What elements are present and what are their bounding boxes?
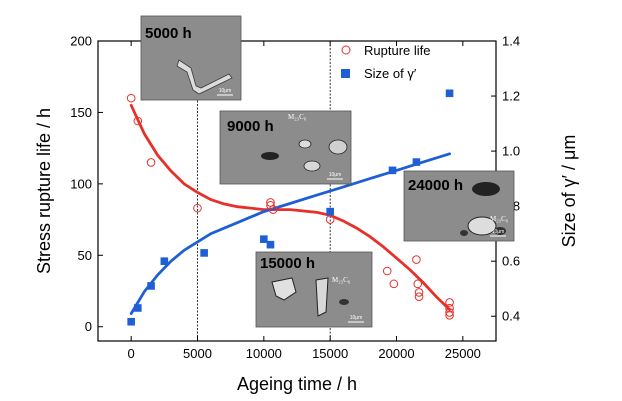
x-tick-label: 10000: [246, 346, 282, 361]
inset-annotation: M₂₃C₆: [288, 113, 307, 121]
rupture-life-point: [445, 310, 454, 320]
scale-bar-label: 10μm: [219, 88, 232, 94]
precipitate-shape: [315, 277, 329, 317]
size-point: [326, 207, 334, 216]
scale-bar-label: 10μm: [492, 229, 505, 235]
rupture-life-fit-line: [129, 103, 451, 311]
size-point: [388, 166, 397, 175]
y-right-tick-label: 1.4: [502, 34, 520, 49]
size-fit-line: [129, 152, 451, 315]
precipitate-shape: [472, 182, 500, 196]
micrograph-inset: 10μm M₂₃C₆ 24000 h: [403, 170, 515, 242]
micrograph-inset: 10μm M₂₃C₆ 15000 h: [255, 251, 373, 328]
inset-time-label: 15000 h: [260, 255, 315, 272]
legend-label-size: Size of γ′: [364, 66, 417, 81]
micrograph-inset: 10μm 5000 h: [140, 15, 242, 101]
size-point: [147, 282, 155, 290]
precipitate-shape: [467, 216, 497, 236]
size-point: [260, 235, 268, 243]
rupture-life-point: [389, 279, 399, 289]
micrograph-insets: 10μm 5000 h 10μm M₂₃C₆ 9000 h 10μm M₂₃C₆ 24000 …: [140, 15, 515, 328]
precipitate-shape: [328, 139, 348, 155]
rupture-life-point: [133, 116, 143, 126]
y-left-tick-label: 150: [70, 105, 92, 120]
precipitate-shape: [303, 160, 321, 172]
rupture-life-point: [413, 279, 423, 289]
rupture-life-point: [193, 203, 202, 213]
precipitate-shape: [494, 227, 506, 235]
y-left-axis-title: Stress rupture life / h: [34, 108, 54, 274]
rupture-life-point: [414, 288, 424, 297]
data-marks: [126, 89, 454, 326]
x-tick-label: 25000: [445, 346, 481, 361]
inset-annotation: M₂₃C₆: [332, 276, 351, 284]
inset-time-label: 5000 h: [145, 25, 192, 42]
y-left-tick-label: 100: [70, 176, 92, 191]
micrograph-inset: 10μm M₂₃C₆ 9000 h: [219, 110, 352, 185]
rupture-life-point: [382, 266, 392, 276]
micrograph-background: [140, 15, 242, 101]
precipitate-shape: [261, 152, 279, 160]
size-point: [160, 257, 169, 265]
y-left-tick-label: 50: [78, 248, 92, 263]
x-tick-label: 15000: [312, 346, 348, 361]
y-right-axis-title: Size of γ′ / μm: [559, 135, 579, 248]
size-point: [200, 249, 208, 257]
y-left-tick-label: 0: [85, 319, 92, 334]
legend-marker-rupture-life: [341, 45, 351, 55]
x-axis-title: Ageing time / h: [237, 374, 357, 394]
rupture-life-point: [414, 292, 424, 302]
rupture-life-point: [146, 158, 156, 167]
y-left-tick-label: 200: [70, 34, 92, 49]
fit-curves: [129, 103, 451, 315]
size-point: [445, 89, 454, 98]
scale-bar-label: 10μm: [350, 315, 363, 321]
inset-time-label: 9000 h: [227, 118, 274, 135]
precipitate-shape: [460, 230, 468, 236]
rupture-life-point: [412, 255, 421, 264]
legend: Rupture life Size of γ′: [341, 43, 430, 81]
size-point: [134, 304, 142, 312]
inset-annotation: M₂₃C₆: [490, 215, 509, 223]
scale-bar-label: 10μm: [329, 172, 342, 178]
x-tick-label: 0: [128, 346, 135, 361]
y-right-tick-label: 1.2: [502, 89, 520, 104]
precipitate-shape: [339, 299, 349, 305]
rupture-life-point: [445, 298, 454, 307]
precipitate-shape: [298, 139, 312, 149]
precipitate-shape: [176, 59, 233, 95]
rupture-life-point: [325, 215, 335, 224]
x-tick-label: 20000: [378, 346, 414, 361]
legend-marker-size: [341, 69, 350, 78]
x-tick-label: 5000: [183, 346, 212, 361]
rupture-life-point: [126, 93, 136, 103]
size-point: [412, 158, 421, 166]
legend-label-rupture-life: Rupture life: [364, 43, 430, 58]
inset-time-label: 24000 h: [408, 177, 463, 194]
y-right-tick-label: 0.6: [502, 254, 520, 269]
rupture-life-point: [266, 200, 275, 210]
precipitate-shape: [271, 277, 297, 301]
rupture-life-point: [268, 205, 278, 214]
size-point: [266, 240, 275, 249]
y-right-tick-label: 0.4: [502, 309, 520, 324]
y-right-tick-label: 1.0: [502, 144, 520, 159]
size-point: [127, 317, 135, 326]
rupture-life-point: [445, 308, 454, 317]
